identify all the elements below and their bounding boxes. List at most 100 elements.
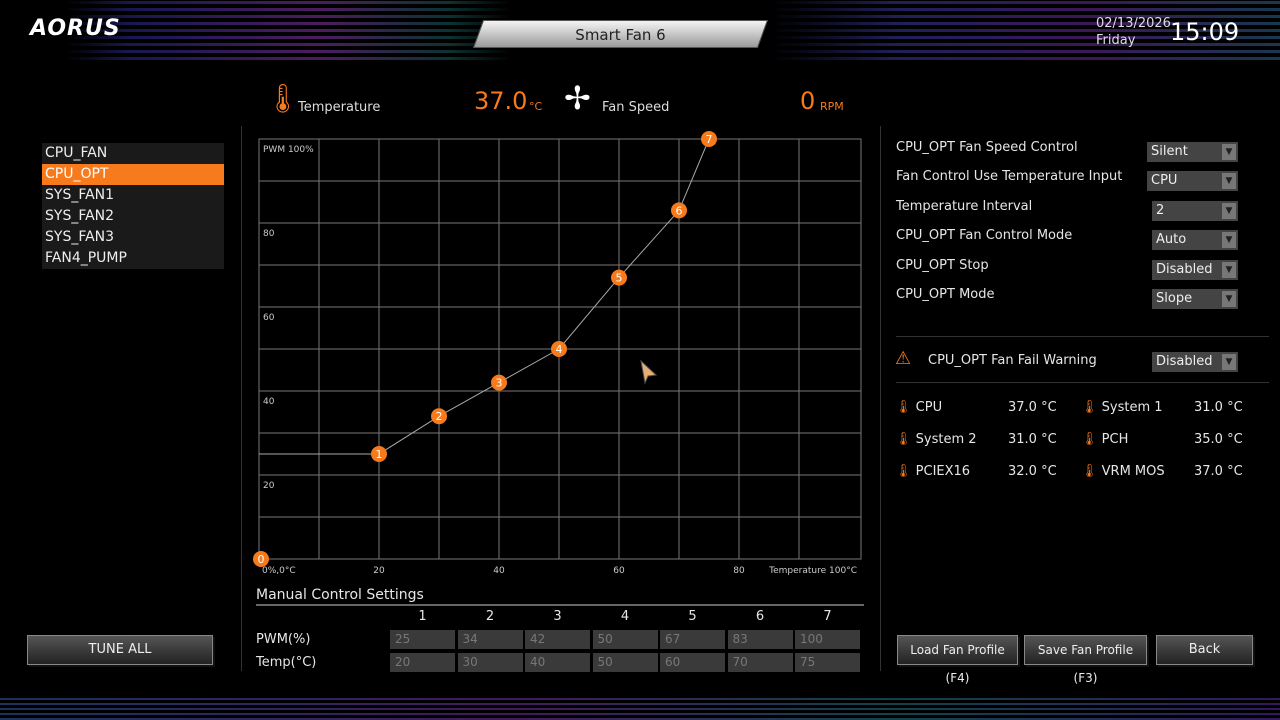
fan-speed-value: 0 bbox=[800, 87, 816, 115]
sensor-name: System 2 bbox=[915, 432, 977, 447]
origin-label: 0%,0°C bbox=[262, 566, 296, 576]
sensor-value: 35.0 °C bbox=[1194, 432, 1243, 447]
setting-label: CPU_OPT Mode bbox=[896, 287, 995, 302]
temp-input[interactable]: 50 bbox=[592, 653, 658, 672]
setting-select[interactable]: Silent ▼ bbox=[1147, 142, 1238, 162]
x-tick-label: 20 bbox=[373, 566, 385, 576]
pwm-input[interactable]: 50 bbox=[592, 630, 658, 649]
temp-input[interactable]: 70 bbox=[727, 653, 793, 672]
time-display: 15:09 bbox=[1170, 18, 1240, 46]
curve-point-2[interactable] bbox=[431, 408, 447, 425]
setting-row: CPU_OPT Fan Control Mode Auto ▼ bbox=[896, 228, 1241, 251]
temp-input[interactable]: 20 bbox=[390, 653, 455, 672]
save-fan-profile-button[interactable]: Save Fan Profile (F3) bbox=[1024, 635, 1147, 685]
column-header: 1 bbox=[418, 609, 427, 624]
x-tick-label: 80 bbox=[733, 566, 745, 576]
temperature-value: 37.0 bbox=[474, 87, 528, 115]
setting-value: CPU bbox=[1151, 173, 1178, 189]
x-axis-title: Temperature 100°C bbox=[768, 566, 857, 576]
sensor-reading: 🌡 VRM MOS bbox=[1081, 464, 1165, 479]
divider bbox=[880, 126, 881, 671]
mouse-cursor-icon bbox=[640, 359, 658, 385]
warning-icon: ⚠ bbox=[895, 348, 912, 369]
load-fan-profile-button[interactable]: Load Fan Profile (F4) bbox=[897, 635, 1018, 685]
sidebar-item-cpu-opt[interactable]: CPU_OPT bbox=[42, 164, 224, 185]
setting-select[interactable]: Disabled ▼ bbox=[1152, 259, 1238, 280]
column-header: 3 bbox=[553, 609, 562, 624]
fan-fail-warning-value: Disabled bbox=[1156, 354, 1213, 369]
curve-point-3[interactable] bbox=[491, 374, 507, 391]
pwm-row-label: PWM(%) bbox=[256, 632, 311, 647]
column-header: 4 bbox=[620, 609, 630, 624]
divider bbox=[896, 336, 1269, 337]
fan-curve-chart[interactable]: PWM 100% 0%,0°C Temperature 100°C 20 40 60… bbox=[0, 0, 1280, 590]
chevron-down-icon: ▼ bbox=[1222, 144, 1236, 160]
fan-curve-line bbox=[378, 138, 710, 455]
setting-label: CPU_OPT Fan Speed Control bbox=[896, 140, 1078, 155]
brand-logo: AORUS bbox=[30, 16, 121, 41]
curve-point-label: 2 bbox=[436, 410, 443, 423]
sidebar-item-cpu-fan[interactable]: CPU_FAN bbox=[42, 143, 224, 164]
curve-point-7[interactable] bbox=[701, 131, 717, 147]
curve-point-6[interactable] bbox=[671, 202, 687, 219]
fan-icon: ✢ bbox=[564, 79, 591, 117]
y-tick-label: 80 bbox=[263, 229, 275, 239]
chevron-down-icon: ▼ bbox=[1222, 173, 1236, 190]
setting-value: Disabled bbox=[1156, 261, 1213, 277]
sensor-name: PCIEX16 bbox=[915, 464, 971, 479]
setting-select[interactable]: Slope ▼ bbox=[1152, 289, 1238, 309]
sensor-name: CPU bbox=[915, 400, 943, 415]
curve-point-1[interactable] bbox=[371, 446, 387, 462]
sensor-reading: 🌡 PCH bbox=[1081, 432, 1128, 447]
temp-row-label: Temp(°C) bbox=[256, 655, 317, 670]
thermometer-icon: 🌡 bbox=[895, 464, 912, 479]
chevron-down-icon: ▼ bbox=[1222, 291, 1236, 307]
setting-value: 2 bbox=[1156, 202, 1165, 218]
sidebar-item-sys-fan2[interactable]: SYS_FAN2 bbox=[42, 206, 224, 227]
thermometer-icon: 🌡 bbox=[1081, 432, 1098, 447]
date-display: 02/13/2026 Friday bbox=[1096, 15, 1171, 49]
curve-point-0[interactable] bbox=[253, 551, 269, 567]
chevron-down-icon: ▼ bbox=[1222, 232, 1236, 249]
setting-value: Slope bbox=[1156, 291, 1193, 306]
setting-select[interactable]: CPU ▼ bbox=[1147, 171, 1238, 192]
sensor-name: PCH bbox=[1101, 432, 1129, 447]
curve-point-5[interactable] bbox=[611, 269, 627, 286]
setting-row: Fan Control Use Temperature Input CPU ▼ bbox=[896, 169, 1241, 192]
setting-select[interactable]: 2 ▼ bbox=[1152, 200, 1238, 221]
curve-point-label: 6 bbox=[676, 204, 683, 217]
y-tick-label: 20 bbox=[263, 481, 275, 491]
temp-input[interactable]: 75 bbox=[795, 653, 860, 672]
temp-input[interactable]: 60 bbox=[660, 653, 725, 672]
pwm-input[interactable]: 25 bbox=[390, 630, 455, 649]
setting-label: CPU_OPT Fan Control Mode bbox=[896, 228, 1073, 244]
sensor-reading: 🌡 System 2 bbox=[895, 432, 977, 447]
fan-list: CPU_FAN CPU_OPT SYS_FAN1 SYS_FAN2 SYS_FA… bbox=[42, 143, 224, 269]
setting-row: Temperature Interval 2 ▼ bbox=[896, 199, 1241, 221]
chevron-down-icon: ▼ bbox=[1222, 354, 1236, 370]
sidebar-item-sys-fan1[interactable]: SYS_FAN1 bbox=[42, 185, 224, 206]
day: Friday bbox=[1096, 33, 1136, 48]
curve-point-label: 3 bbox=[496, 377, 503, 390]
fan-fail-warning-select[interactable]: Disabled ▼ bbox=[1152, 352, 1238, 372]
sidebar-item-fan4-pump[interactable]: FAN4_PUMP bbox=[42, 248, 224, 269]
pwm-input[interactable]: 42 bbox=[525, 630, 590, 649]
pwm-input[interactable]: 83 bbox=[727, 630, 793, 649]
pwm-input[interactable]: 100 bbox=[795, 630, 860, 649]
pwm-input[interactable]: 67 bbox=[660, 630, 725, 649]
column-header: 5 bbox=[688, 609, 697, 624]
curve-point-label: 5 bbox=[616, 272, 623, 285]
curve-point-4[interactable] bbox=[551, 341, 567, 357]
setting-select[interactable]: Auto ▼ bbox=[1152, 230, 1238, 251]
back-button[interactable]: Back bbox=[1156, 635, 1253, 665]
pwm-input[interactable]: 34 bbox=[457, 630, 523, 649]
setting-value: Auto bbox=[1156, 232, 1187, 248]
curve-point-label: 4 bbox=[556, 343, 563, 356]
curve-point-label: 0 bbox=[258, 553, 265, 566]
column-header: 2 bbox=[485, 609, 495, 624]
temp-input[interactable]: 30 bbox=[457, 653, 523, 672]
x-tick-label: 40 bbox=[493, 566, 505, 576]
tune-all-button[interactable]: TUNE ALL bbox=[27, 635, 213, 665]
sidebar-item-sys-fan3[interactable]: SYS_FAN3 bbox=[42, 227, 224, 248]
temp-input[interactable]: 40 bbox=[525, 653, 590, 672]
